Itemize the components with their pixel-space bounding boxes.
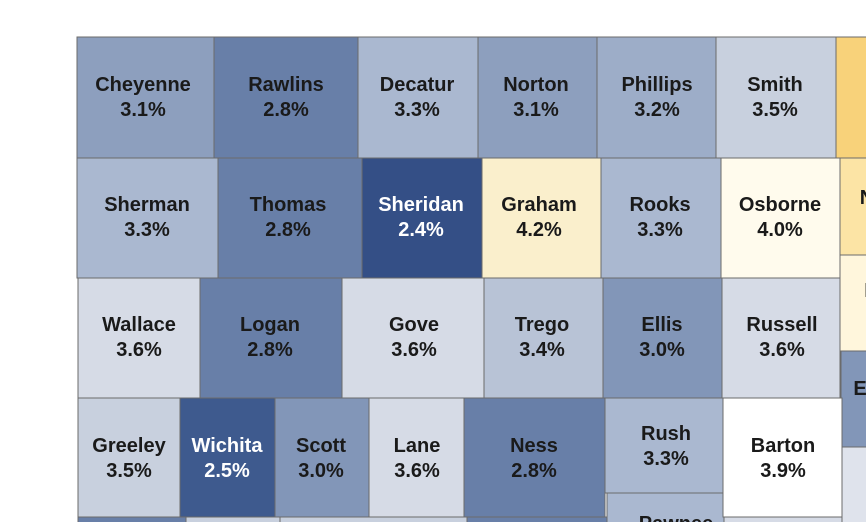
county-value: 3.6% (394, 460, 440, 482)
county-scott[interactable]: Scott 3.0% (274, 397, 370, 518)
county-name: Smith (747, 74, 803, 96)
county-lincoln-partial (839, 254, 866, 352)
county-label-edge-i: I (864, 280, 866, 302)
county-graham[interactable]: Graham 4.2% (481, 157, 602, 279)
county-name: Gove (389, 314, 439, 336)
county-lane[interactable]: Lane 3.6% (368, 397, 465, 518)
county-value: 3.1% (513, 99, 559, 121)
county-value: 2.4% (398, 219, 444, 241)
county-sherman[interactable]: Sherman 3.3% (76, 157, 219, 279)
county-name: Graham (501, 194, 577, 216)
county-value: 3.5% (752, 99, 798, 121)
county-name: Osborne (739, 194, 821, 216)
county-name: Trego (515, 314, 569, 336)
county-stafford-partial (723, 516, 843, 522)
county-cheyenne[interactable]: Cheyenne 3.1% (76, 36, 215, 159)
county-trego[interactable]: Trego 3.4% (483, 277, 604, 399)
county-name: Greeley (92, 435, 166, 457)
county-name: Wichita (192, 435, 264, 457)
county-name: Rush (641, 423, 691, 445)
county-value: 2.8% (263, 99, 309, 121)
county-name: Scott (296, 435, 346, 457)
county-thomas[interactable]: Thomas 2.8% (217, 157, 363, 279)
county-bottom-1 (77, 516, 187, 522)
county-value: 3.6% (759, 339, 805, 361)
county-value: 3.3% (637, 219, 683, 241)
county-value: 3.0% (639, 339, 685, 361)
county-smith[interactable]: Smith 3.5% (715, 36, 837, 159)
county-name: Barton (751, 435, 815, 457)
county-label-edge-n: N (860, 187, 866, 209)
county-osborne[interactable]: Osborne 4.0% (720, 157, 841, 279)
county-value: 3.6% (391, 339, 437, 361)
county-norton[interactable]: Norton 3.1% (477, 36, 598, 159)
county-ellis[interactable]: Ellis 3.0% (602, 277, 723, 399)
county-ellsworth-partial (840, 350, 866, 448)
county-value: 4.0% (757, 219, 803, 241)
county-name: Thomas (250, 194, 327, 216)
county-value: 3.3% (124, 219, 170, 241)
county-name: Sheridan (378, 194, 464, 216)
county-phillips[interactable]: Phillips 3.2% (596, 36, 717, 159)
county-label-edge-e: E (853, 378, 866, 400)
county-decatur[interactable]: Decatur 3.3% (357, 36, 479, 159)
county-rice-partial (841, 446, 866, 522)
county-rawlins[interactable]: Rawlins 2.8% (213, 36, 359, 159)
county-ness[interactable]: Ness 2.8% (463, 397, 606, 518)
county-gove[interactable]: Gove 3.6% (341, 277, 485, 399)
county-name: Cheyenne (95, 74, 191, 96)
county-wallace[interactable]: Wallace 3.6% (77, 277, 201, 399)
county-value: 3.5% (106, 460, 152, 482)
county-name: Norton (503, 74, 569, 96)
county-value: 3.2% (634, 99, 680, 121)
county-name: Rawlins (248, 74, 324, 96)
county-mitchell-partial (839, 157, 866, 256)
county-wichita[interactable]: Wichita 2.5% (179, 397, 276, 518)
county-rooks[interactable]: Rooks 3.3% (600, 157, 722, 279)
county-bottom-4 (466, 516, 608, 522)
county-russell[interactable]: Russell 3.6% (721, 277, 841, 399)
county-bottom-2 (185, 516, 281, 522)
county-name: Sherman (104, 194, 190, 216)
county-value: 3.3% (643, 448, 689, 470)
county-rush[interactable]: Rush 3.3% (604, 397, 724, 494)
county-logan[interactable]: Logan 2.8% (199, 277, 343, 399)
partial-counties: Pawnee N I E (77, 36, 866, 522)
county-value: 3.1% (120, 99, 166, 121)
county-barton[interactable]: Barton 3.9% (722, 397, 843, 518)
county-name: Phillips (621, 74, 692, 96)
county-value: 2.5% (204, 460, 250, 482)
county-name: Ellis (641, 314, 682, 336)
county-value: 3.6% (116, 339, 162, 361)
county-value: 3.3% (394, 99, 440, 121)
county-value: 3.4% (519, 339, 565, 361)
county-value: 4.2% (516, 219, 562, 241)
county-bottom-3 (279, 516, 468, 522)
county-name: Ness (510, 435, 558, 457)
county-value: 3.0% (298, 460, 344, 482)
county-name: Lane (394, 435, 441, 457)
county-name: Russell (746, 314, 817, 336)
county-sheridan[interactable]: Sheridan 2.4% (361, 157, 483, 279)
county-jewell-partial (835, 36, 866, 159)
county-value: 3.9% (760, 460, 806, 482)
county-value: 2.8% (247, 339, 293, 361)
county-label-pawnee: Pawnee (639, 513, 713, 522)
county-value: 2.8% (511, 460, 557, 482)
county-name: Logan (240, 314, 300, 336)
county-name: Rooks (629, 194, 690, 216)
county-name: Decatur (380, 74, 455, 96)
county-value: 2.8% (265, 219, 311, 241)
county-name: Wallace (102, 314, 176, 336)
county-greeley[interactable]: Greeley 3.5% (77, 397, 181, 518)
